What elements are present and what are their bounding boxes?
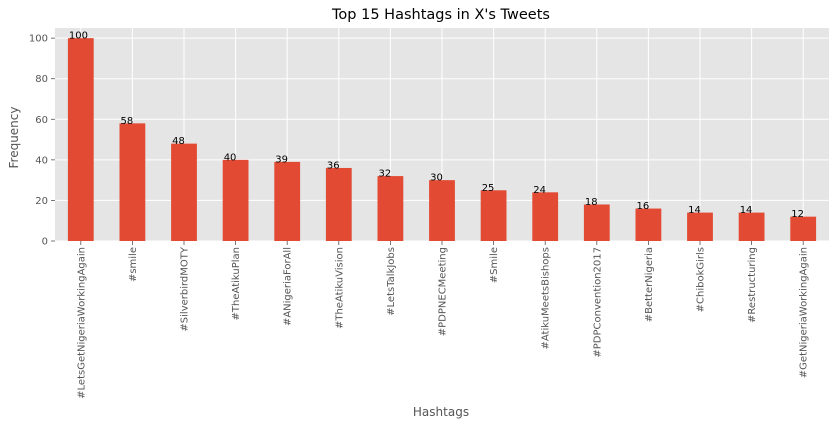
data-label-5: 36 bbox=[327, 160, 340, 171]
x-tick-label-8: #Smile bbox=[489, 247, 500, 283]
x-tick-label-14: #GetNigeriaWorkingAgain bbox=[799, 247, 810, 378]
data-label-8: 25 bbox=[482, 183, 495, 194]
x-tick-label-7: #PDPNECMeeting bbox=[438, 247, 449, 336]
x-tick-label-10: #PDPConvention2017 bbox=[592, 247, 603, 358]
bar-5 bbox=[325, 167, 352, 241]
bar-3 bbox=[222, 159, 249, 241]
y-axis-ticks: 0 20 40 60 80 100 bbox=[29, 34, 55, 248]
bar-2 bbox=[171, 143, 197, 241]
y-tick-label-4: 80 bbox=[35, 74, 48, 85]
bar-0 bbox=[67, 38, 94, 242]
x-tick-label-13: #Restructuring bbox=[747, 247, 758, 323]
x-tick-label-1: #smile bbox=[128, 247, 139, 282]
x-tick-label-9: #AtikuMeetsBishops bbox=[541, 247, 552, 350]
x-tick-label-4: #ANigeriaForAll bbox=[283, 247, 294, 326]
data-label-4: 39 bbox=[275, 154, 288, 165]
y-tick-label-1: 20 bbox=[35, 196, 48, 207]
data-label-9: 24 bbox=[533, 185, 546, 196]
x-tick-label-11: #BetterNigeria bbox=[644, 247, 655, 322]
bar-14 bbox=[790, 216, 817, 241]
data-label-2: 48 bbox=[172, 136, 185, 147]
data-label-14: 12 bbox=[791, 209, 804, 220]
y-tick-label-3: 60 bbox=[35, 115, 48, 126]
y-axis-label: Frequency bbox=[7, 107, 21, 169]
data-label-3: 40 bbox=[224, 152, 237, 163]
bar-6 bbox=[377, 176, 404, 241]
bar-1 bbox=[119, 123, 146, 241]
data-label-11: 16 bbox=[637, 201, 650, 212]
bars bbox=[67, 38, 817, 242]
data-label-13: 14 bbox=[740, 205, 753, 216]
x-tick-label-5: #TheAtikuVision bbox=[334, 247, 345, 329]
data-label-1: 58 bbox=[121, 116, 134, 127]
y-tick-label-0: 0 bbox=[42, 237, 48, 248]
data-label-10: 18 bbox=[585, 197, 598, 208]
bar-4 bbox=[274, 161, 301, 241]
bar-7 bbox=[429, 180, 455, 241]
bar-13 bbox=[738, 212, 765, 241]
x-tick-label-6: #LetsTalkJobs bbox=[386, 247, 397, 316]
data-label-12: 14 bbox=[688, 205, 701, 216]
x-tick-label-12: #ChibokGirls bbox=[696, 247, 707, 312]
bar-8 bbox=[480, 190, 507, 241]
chart-title: Top 15 Hashtags in X's Tweets bbox=[331, 7, 550, 23]
data-label-0: 100 bbox=[69, 31, 88, 42]
bar-10 bbox=[583, 204, 610, 241]
x-tick-label-3: #TheAtikuPlan bbox=[231, 247, 242, 320]
bar-12 bbox=[687, 212, 713, 241]
bar-11 bbox=[635, 208, 662, 241]
x-axis-label: Hashtags bbox=[413, 405, 469, 419]
data-label-6: 32 bbox=[379, 169, 392, 180]
data-label-7: 30 bbox=[430, 173, 443, 184]
x-axis-ticks: #LetsGetNigeriaWorkingAgain #smile #Silver… bbox=[76, 241, 810, 399]
data-labels: 100 58 48 40 39 36 32 30 25 24 18 16 14 14 12 bbox=[69, 31, 804, 221]
y-tick-label-5: 100 bbox=[29, 34, 48, 45]
bar-9 bbox=[532, 192, 559, 241]
y-tick-label-2: 40 bbox=[35, 155, 48, 166]
x-tick-label-0: #LetsGetNigeriaWorkingAgain bbox=[76, 247, 87, 399]
x-tick-label-2: #SilverbirdMOTY bbox=[180, 246, 191, 331]
